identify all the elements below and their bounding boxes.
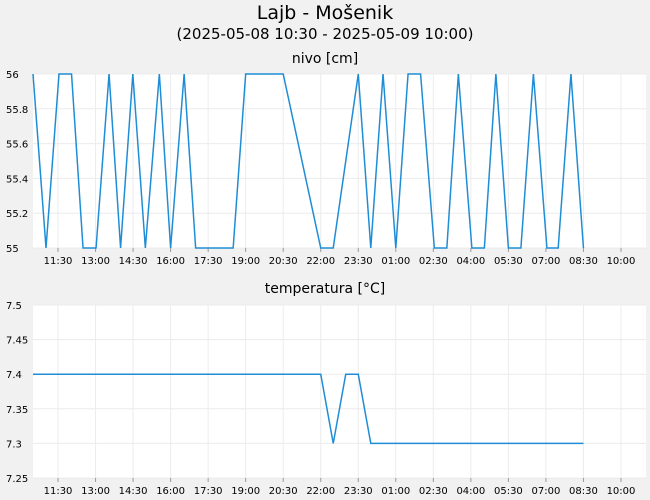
nivo-y-tick-label: 55.6 xyxy=(6,140,28,151)
nivo-x-tick-label: 05:30 xyxy=(494,256,523,267)
nivo-x-tick-label: 08:30 xyxy=(569,256,598,267)
nivo-x-tick-label: 07:00 xyxy=(532,256,561,267)
temperatura-x-tick-label: 14:30 xyxy=(119,486,148,497)
temperatura-y-tick-label: 7.25 xyxy=(6,474,28,485)
nivo-x-tick-label: 16:00 xyxy=(156,256,185,267)
nivo-y-tick-label: 55.2 xyxy=(6,209,28,220)
nivo-x-tick-label: 19:00 xyxy=(231,256,260,267)
temperatura-x-tick-label: 05:30 xyxy=(494,486,523,497)
temperatura-x-tick-label: 17:30 xyxy=(194,486,223,497)
nivo-x-tick-label: 02:30 xyxy=(419,256,448,267)
nivo-x-tick-label: 23:30 xyxy=(344,256,373,267)
temperatura-series-line xyxy=(33,373,584,445)
temperatura-x-tick-label: 16:00 xyxy=(156,486,185,497)
temperatura-y-tick-label: 7.4 xyxy=(6,370,22,381)
temperatura-chart-title: temperatura [°C] xyxy=(264,281,386,297)
temperatura-y-tick-label: 7.45 xyxy=(6,336,28,347)
nivo-x-tick-label: 14:30 xyxy=(119,256,148,267)
temperatura-y-tick-label: 7.35 xyxy=(6,405,28,416)
temperatura-x-tick-label: 02:30 xyxy=(419,486,448,497)
temperatura-x-tick-label: 11:30 xyxy=(44,486,73,497)
temperatura-x-tick-label: 08:30 xyxy=(569,486,598,497)
temperatura-x-tick-label: 13:00 xyxy=(81,486,110,497)
temperatura-x-tick-label: 01:00 xyxy=(381,486,410,497)
nivo-x-tick-label: 04:00 xyxy=(456,256,485,267)
temperatura-x-tick-label: 04:00 xyxy=(456,486,485,497)
nivo-y-tick-label: 55.8 xyxy=(6,105,28,116)
temperatura-y-tick-label: 7.3 xyxy=(6,439,22,450)
page-title: Lajb - Mošenik xyxy=(256,2,394,24)
temperatura-x-tick-label: 20:30 xyxy=(269,486,298,497)
nivo-series-line xyxy=(32,73,585,249)
nivo-y-tick-label: 55.4 xyxy=(6,174,28,185)
nivo-x-tick-label: 13:00 xyxy=(81,256,110,267)
nivo-x-tick-label: 17:30 xyxy=(194,256,223,267)
temperatura-y-tick-label: 7.5 xyxy=(6,301,22,312)
nivo-x-tick-label: 01:00 xyxy=(381,256,410,267)
nivo-x-tick-label: 20:30 xyxy=(269,256,298,267)
nivo-y-tick-label: 56 xyxy=(6,70,19,81)
nivo-x-tick-label: 10:00 xyxy=(607,256,636,267)
nivo-x-tick-label: 11:30 xyxy=(44,256,73,267)
page-subtitle: (2025-05-08 10:30 - 2025-05-09 10:00) xyxy=(176,25,474,43)
temperatura-x-tick-label: 22:00 xyxy=(306,486,335,497)
temperatura-x-tick-label: 07:00 xyxy=(532,486,561,497)
temperatura-x-tick-label: 19:00 xyxy=(231,486,260,497)
nivo-chart-title: nivo [cm] xyxy=(291,51,359,67)
temperatura-x-tick-label: 10:00 xyxy=(607,486,636,497)
temperatura-plot-area xyxy=(33,305,646,478)
nivo-y-tick-label: 55 xyxy=(6,244,19,255)
nivo-x-tick-label: 22:00 xyxy=(306,256,335,267)
temperatura-x-tick-label: 23:30 xyxy=(344,486,373,497)
